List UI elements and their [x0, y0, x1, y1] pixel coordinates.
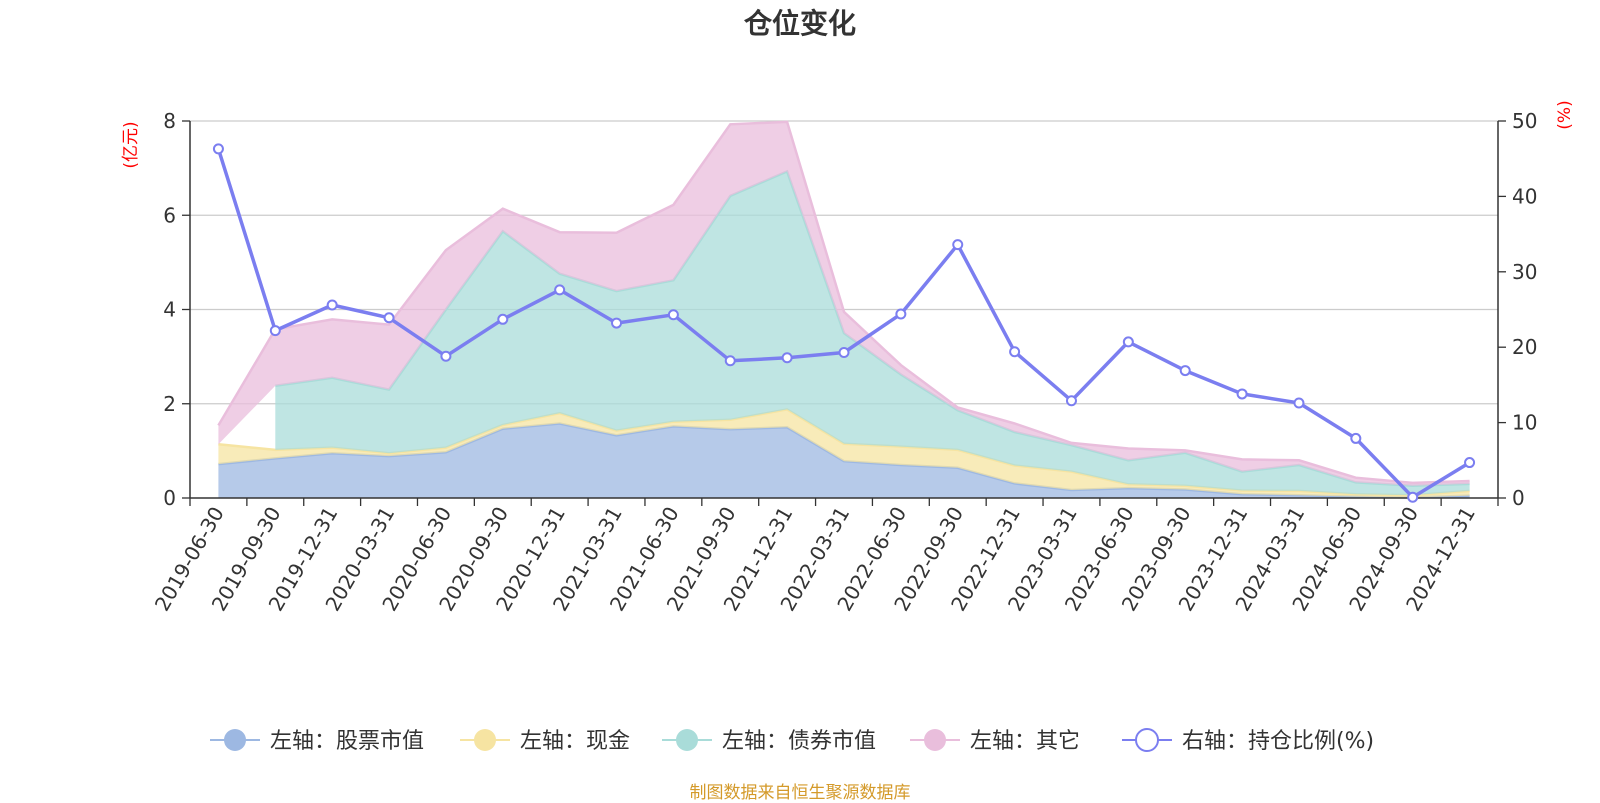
- area-edge-3: [217, 120, 1470, 485]
- ratio-line-series: [212, 143, 1476, 503]
- legend-label: 右轴：持仓比例(%): [1182, 729, 1374, 754]
- ratio-point: [497, 313, 509, 325]
- legend-marker: [676, 729, 698, 751]
- ratio-point: [1464, 457, 1476, 469]
- chart-title: 仓位变化: [744, 7, 856, 40]
- ratio-point: [440, 350, 452, 362]
- right-tick-label: 0: [1512, 486, 1525, 510]
- left-tick-label: 0: [163, 486, 176, 510]
- right-axis-unit: (%): [1555, 100, 1575, 129]
- ratio-point: [554, 284, 566, 296]
- ratio-point: [1407, 491, 1419, 503]
- ratio-point: [724, 355, 736, 367]
- ratio-point: [838, 346, 850, 358]
- left-axis-unit: (亿元): [121, 121, 141, 168]
- ratio-point: [667, 309, 679, 321]
- ratio-point: [326, 299, 338, 311]
- legend-item-0: 左轴：股票市值: [210, 729, 424, 754]
- legend-item-3: 左轴：其它: [910, 729, 1080, 754]
- ratio-point: [1293, 397, 1305, 409]
- right-tick-label: 20: [1512, 335, 1537, 359]
- area-2: [275, 171, 1470, 496]
- legend-item-2: 左轴：债券市值: [662, 729, 876, 754]
- legend-marker: [1135, 728, 1159, 752]
- legend-marker: [924, 729, 946, 751]
- left-tick-label: 2: [163, 392, 176, 416]
- ratio-point: [269, 325, 281, 337]
- legend-label: 左轴：债券市值: [722, 729, 876, 754]
- legend-marker: [224, 729, 246, 751]
- right-tick-label: 30: [1512, 260, 1537, 284]
- right-tick-label: 10: [1512, 411, 1537, 435]
- ratio-point: [781, 352, 793, 364]
- ratio-point: [1009, 346, 1021, 358]
- stacked-areas: [217, 120, 1470, 499]
- legend-label: 左轴：股票市值: [270, 729, 424, 754]
- legend-item-4: 右轴：持仓比例(%): [1122, 728, 1374, 754]
- ratio-point: [952, 239, 964, 251]
- legend-marker: [474, 729, 496, 751]
- left-tick-label: 8: [163, 109, 176, 133]
- ratio-point: [383, 312, 395, 324]
- ratio-point: [1236, 388, 1248, 400]
- legend: 左轴：股票市值 左轴：现金 左轴：债券市值 左轴：其它 右轴：持仓比例(%): [210, 728, 1374, 754]
- ratio-point: [1179, 365, 1191, 377]
- ratio-point: [895, 308, 907, 320]
- area-0: [218, 423, 1470, 498]
- ratio-point: [1122, 336, 1134, 348]
- ratio-point: [212, 143, 224, 155]
- right-tick-label: 50: [1512, 109, 1537, 133]
- left-tick-label: 6: [163, 203, 176, 227]
- ratio-point: [1065, 395, 1077, 407]
- ratio-point: [1350, 432, 1362, 444]
- legend-label: 左轴：其它: [970, 729, 1080, 754]
- left-tick-label: 4: [163, 298, 176, 322]
- ratio-point: [611, 317, 623, 329]
- right-tick-label: 40: [1512, 184, 1537, 208]
- legend-label: 左轴：现金: [520, 729, 630, 754]
- legend-item-1: 左轴：现金: [460, 729, 630, 754]
- data-source-note: 制图数据来自恒生聚源数据库: [689, 783, 911, 803]
- area-1: [218, 409, 1470, 498]
